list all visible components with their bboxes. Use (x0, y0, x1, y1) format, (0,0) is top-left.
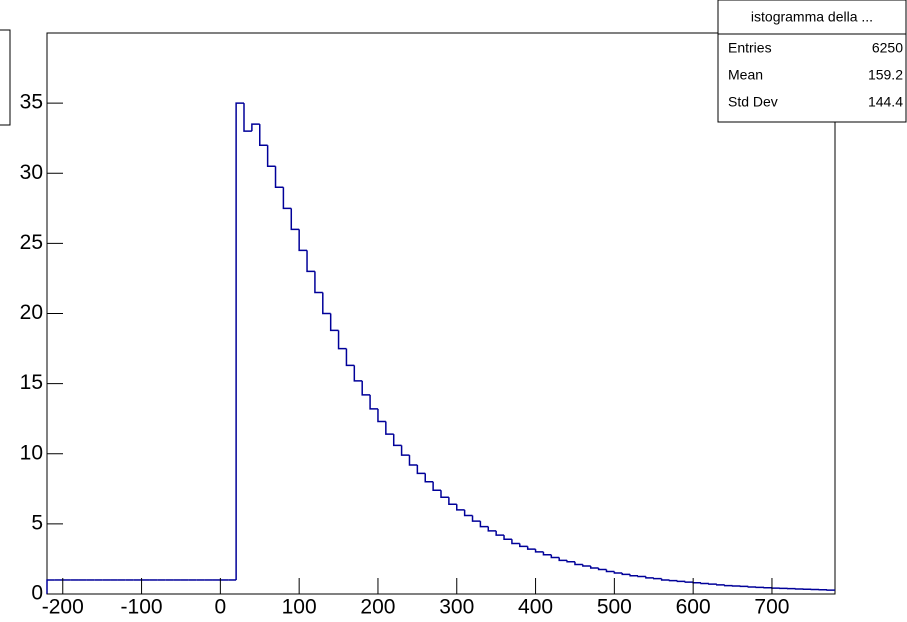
histogram-bin (566, 560, 575, 563)
histogram-bin (621, 572, 631, 576)
histogram-bin (456, 504, 465, 511)
histogram-bin (495, 530, 505, 536)
x-tick-label: 200 (360, 596, 395, 619)
stats-box: istogramma della ... Entries 6250 Mean 159.… (717, 0, 907, 123)
histogram-bin (385, 421, 394, 435)
x-tick-label: 500 (597, 596, 632, 619)
y-tick-label: 15 (20, 371, 43, 394)
y-tick-label: 20 (20, 301, 43, 324)
histogram-bin (542, 551, 552, 556)
histogram-bin (416, 464, 426, 475)
histogram-bin (629, 574, 638, 577)
histogram-bin (424, 473, 434, 483)
histogram-bin (653, 577, 662, 580)
histogram-bin (534, 549, 544, 553)
histogram-bin (613, 571, 623, 574)
x-tick-label: 600 (676, 596, 711, 619)
histogram-bin (676, 580, 686, 583)
y-tick-label: 25 (20, 231, 43, 254)
y-tick-label: 35 (20, 91, 43, 114)
histogram-bin (597, 568, 607, 571)
histogram-bin (408, 455, 418, 466)
histogram-bin (274, 166, 284, 189)
histogram-bin (637, 575, 646, 578)
histogram-bin (251, 123, 260, 132)
histogram-bin (605, 569, 615, 573)
histogram-bin (282, 187, 292, 210)
histogram-bin (345, 348, 355, 367)
histogram (46, 102, 835, 594)
histogram-bin (329, 313, 339, 332)
histogram-bin (519, 543, 528, 548)
histogram-bin (487, 526, 497, 532)
histogram-bin (432, 481, 441, 491)
x-tick-label: 100 (282, 596, 317, 619)
histogram-bin (322, 292, 331, 315)
x-tick-label: 700 (754, 596, 789, 619)
histogram-bin (511, 539, 520, 545)
x-tick-label: -200 (42, 596, 84, 619)
histogram-bin (700, 582, 709, 585)
histogram-bin (235, 102, 244, 580)
histogram-bin (558, 557, 568, 562)
y-tick-label: 0 (31, 582, 43, 605)
histogram-bin (314, 271, 323, 294)
stats-value: 159.2 (868, 67, 903, 83)
x-tick-label: 400 (518, 596, 553, 619)
histogram-bin (298, 229, 308, 252)
stats-value: 6250 (872, 40, 903, 56)
histogram-bin (668, 579, 678, 582)
histogram-bin (723, 584, 733, 587)
x-tick-label: -100 (121, 596, 163, 619)
histogram-bin (440, 490, 449, 498)
histogram-bin (747, 586, 757, 588)
clipped-box (0, 29, 11, 126)
histogram-bin (290, 208, 300, 231)
stats-label: Entries (728, 40, 772, 56)
histogram-bin (503, 535, 512, 541)
y-tick-label: 30 (20, 161, 43, 184)
histogram-bin (259, 124, 268, 146)
histogram-bin (479, 521, 489, 528)
histogram-bin (574, 561, 583, 566)
y-tick-label: 10 (20, 441, 43, 464)
histogram-bin (266, 145, 276, 167)
histogram-bin (589, 565, 599, 569)
y-tick-label: 5 (31, 511, 43, 534)
stats-value: 144.4 (868, 94, 903, 110)
histogram-bin (243, 103, 252, 132)
stats-label: Mean (728, 67, 763, 83)
histogram-bin (46, 579, 55, 594)
histogram-bin (448, 497, 457, 505)
histogram-bin (353, 365, 363, 382)
histogram-bin (708, 583, 717, 585)
histogram-bin (526, 546, 536, 550)
histogram-bin (400, 445, 410, 456)
histogram-bin (361, 380, 371, 396)
histogram-bin (645, 576, 654, 579)
x-tick-label: 0 (215, 596, 227, 619)
histogram-bin (692, 582, 702, 584)
stats-title: istogramma della ... (751, 9, 873, 25)
stats-label: Std Dev (728, 94, 778, 110)
histogram-bin (377, 408, 386, 423)
histogram-bin (306, 250, 315, 273)
histogram-bin (369, 394, 378, 410)
x-tick-label: 300 (439, 596, 474, 619)
histogram-bin (471, 515, 481, 522)
histogram-bin (716, 584, 725, 586)
histogram-bin (392, 434, 402, 447)
histogram-bin (337, 330, 347, 350)
histogram-bin (550, 554, 560, 559)
histogram-bin (582, 564, 591, 567)
stats-frame (717, 0, 907, 123)
histogram-bin (463, 509, 473, 517)
histogram-bin (660, 578, 670, 581)
histogram-bin (684, 581, 694, 583)
